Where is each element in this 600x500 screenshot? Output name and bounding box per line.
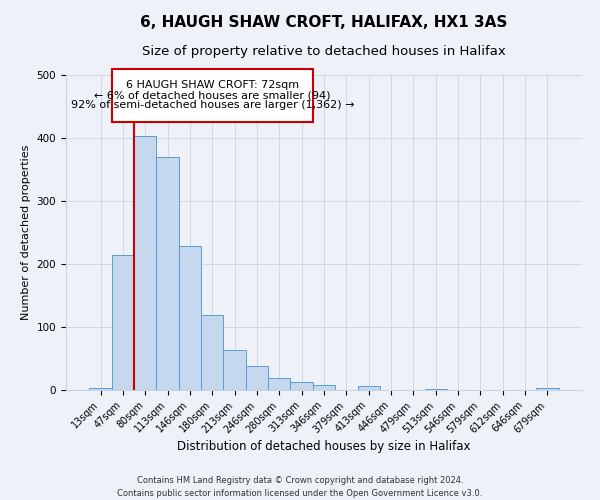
Text: Size of property relative to detached houses in Halifax: Size of property relative to detached ho… [142,45,506,58]
Bar [179,246,201,390]
X-axis label: Distribution of detached houses by size in Halifax: Distribution of detached houses by size … [177,440,471,453]
Bar [268,378,290,390]
Bar [223,350,246,390]
Text: 92% of semi-detached houses are larger (1,362) →: 92% of semi-detached houses are larger (… [71,100,354,110]
Text: 6 HAUGH SHAW CROFT: 72sqm: 6 HAUGH SHAW CROFT: 72sqm [126,80,299,90]
Text: Contains HM Land Registry data © Crown copyright and database right 2024.
Contai: Contains HM Land Registry data © Crown c… [118,476,482,498]
Bar [290,382,313,390]
Bar [536,388,559,390]
Text: ← 6% of detached houses are smaller (94): ← 6% of detached houses are smaller (94) [94,90,331,100]
Bar [425,388,447,390]
Y-axis label: Number of detached properties: Number of detached properties [21,145,31,320]
Bar [246,366,268,390]
Bar [134,136,157,390]
Bar [112,254,134,390]
Bar [89,388,112,390]
Bar [358,386,380,390]
Bar [112,68,313,122]
Bar [313,385,335,390]
Bar [157,157,179,390]
Bar [201,315,223,390]
Text: 6, HAUGH SHAW CROFT, HALIFAX, HX1 3AS: 6, HAUGH SHAW CROFT, HALIFAX, HX1 3AS [140,15,508,30]
